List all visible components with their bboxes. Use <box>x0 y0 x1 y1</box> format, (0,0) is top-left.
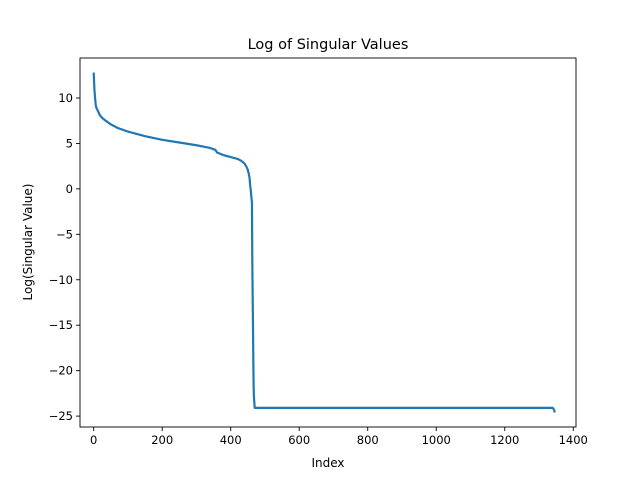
y-axis-label: Log(Singular Value) <box>21 184 35 301</box>
series-line <box>92 72 556 413</box>
y-tick-label: 5 <box>66 136 73 150</box>
x-tick-label: 0 <box>90 433 97 447</box>
x-axis-label: Index <box>311 456 344 470</box>
y-tick-label: −5 <box>56 227 73 241</box>
y-tick-label: 0 <box>66 182 73 196</box>
y-tick-label: 10 <box>58 91 73 105</box>
y-tick-label: −15 <box>49 318 73 332</box>
x-axis: 0 200 400 600 800 1000 1200 1400 <box>90 427 588 447</box>
x-tick-label: 1400 <box>559 433 588 447</box>
x-tick-label: 400 <box>220 433 242 447</box>
x-tick-label: 800 <box>357 433 379 447</box>
y-tick-label: −25 <box>49 409 73 423</box>
y-tick-label: −20 <box>49 364 73 378</box>
chart-title: Log of Singular Values <box>248 37 409 53</box>
x-tick-label: 1000 <box>422 433 451 447</box>
x-tick-label: 600 <box>288 433 310 447</box>
y-tick-label: −10 <box>49 273 73 287</box>
x-tick-label: 1200 <box>490 433 519 447</box>
y-axis: 10 5 0 −5 −10 −15 −20 −25 <box>49 91 80 423</box>
plot-frame <box>79 57 577 428</box>
x-tick-label: 200 <box>151 433 173 447</box>
